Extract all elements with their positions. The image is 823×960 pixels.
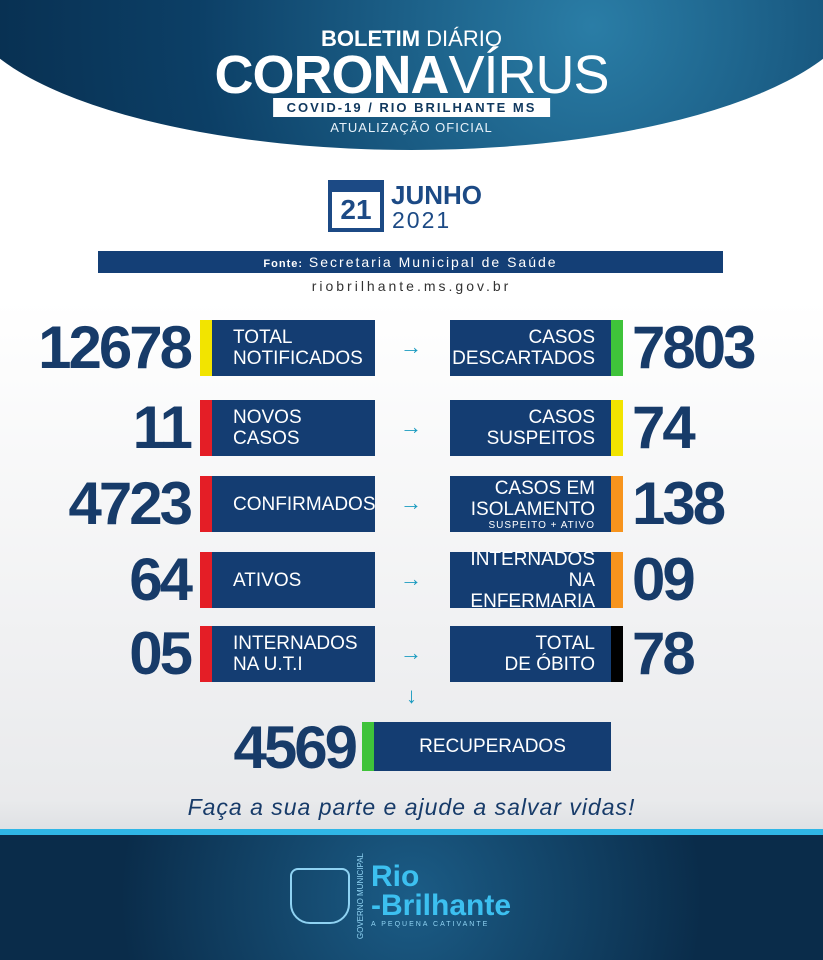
arrow-right-icon: → — [400, 640, 422, 665]
left-stat-value: 05 — [129, 620, 193, 687]
tagline: Faça a sua parte e ajude a salvar vidas! — [187, 794, 636, 820]
arrow-right-icon: → — [400, 490, 422, 515]
website-url: riobrilhante.ms.gov.br — [311, 278, 512, 294]
bulletin-title: BOLETIM DIÁRIO — [321, 26, 502, 51]
arrow-down-icon: ↓ — [406, 683, 417, 708]
left-stat-value: 11 — [132, 394, 193, 461]
right-stat-label: CASOS EM ISOLAMENTO SUSPEITO + ATIVO — [450, 476, 623, 532]
left-stat-label: TOTAL NOTIFICADOS — [200, 320, 375, 376]
recovered-value: 4569 — [233, 714, 358, 781]
right-stat-value: 138 — [632, 470, 726, 537]
subtitle: COVID-19 / RIO BRILHANTE MS — [272, 98, 551, 117]
year: 2021 — [392, 207, 452, 233]
month: JUNHO — [391, 180, 483, 210]
update-label: ATUALIZAÇÃO OFICIAL — [330, 120, 493, 135]
left-stat-value: 4723 — [68, 470, 193, 537]
arrow-right-icon: → — [400, 566, 422, 591]
left-stat-label: CONFIRMADOS — [200, 476, 376, 532]
calendar-icon: 21 — [328, 180, 384, 232]
right-stat-label: CASOS DESCARTADOS — [450, 320, 623, 376]
right-stat-value: 78 — [632, 620, 696, 687]
right-stat-label: TOTAL DE ÓBITO — [450, 626, 623, 682]
right-stat-value: 7803 — [632, 314, 756, 381]
left-stat-label: INTERNADOS NA U.T.I — [200, 626, 375, 682]
day: 21 — [340, 194, 372, 225]
left-stat-label: NOVOS CASOS — [200, 400, 375, 456]
coat-of-arms-icon — [290, 868, 350, 925]
right-stat-label: INTERNADOS NA ENFERMARIA — [450, 549, 623, 612]
municipal-logo: GOVERNO MUNICIPAL Rio -Brilhante A PEQUENA… — [290, 853, 520, 939]
arrow-right-icon: → — [400, 334, 422, 359]
left-stat-value: 64 — [129, 546, 193, 613]
left-stat-value: 12678 — [38, 314, 193, 381]
source-bar: Fonte: Secretaria Municipal de Saúde — [98, 251, 723, 273]
right-stat-label: CASOS SUSPEITOS — [450, 400, 623, 456]
left-stat-label: ATIVOS — [200, 552, 375, 608]
right-stat-value: 74 — [632, 394, 696, 461]
recovered-label: RECUPERADOS — [362, 722, 611, 771]
header-banner: BOLETIM DIÁRIO CORONAVÍRUS COVID-19 / RI… — [0, 0, 823, 150]
footer: GOVERNO MUNICIPAL Rio -Brilhante A PEQUENA… — [0, 829, 823, 960]
right-stat-value: 09 — [632, 546, 696, 613]
arrow-right-icon: → — [400, 414, 422, 439]
main-title: CORONAVÍRUS — [214, 45, 609, 105]
